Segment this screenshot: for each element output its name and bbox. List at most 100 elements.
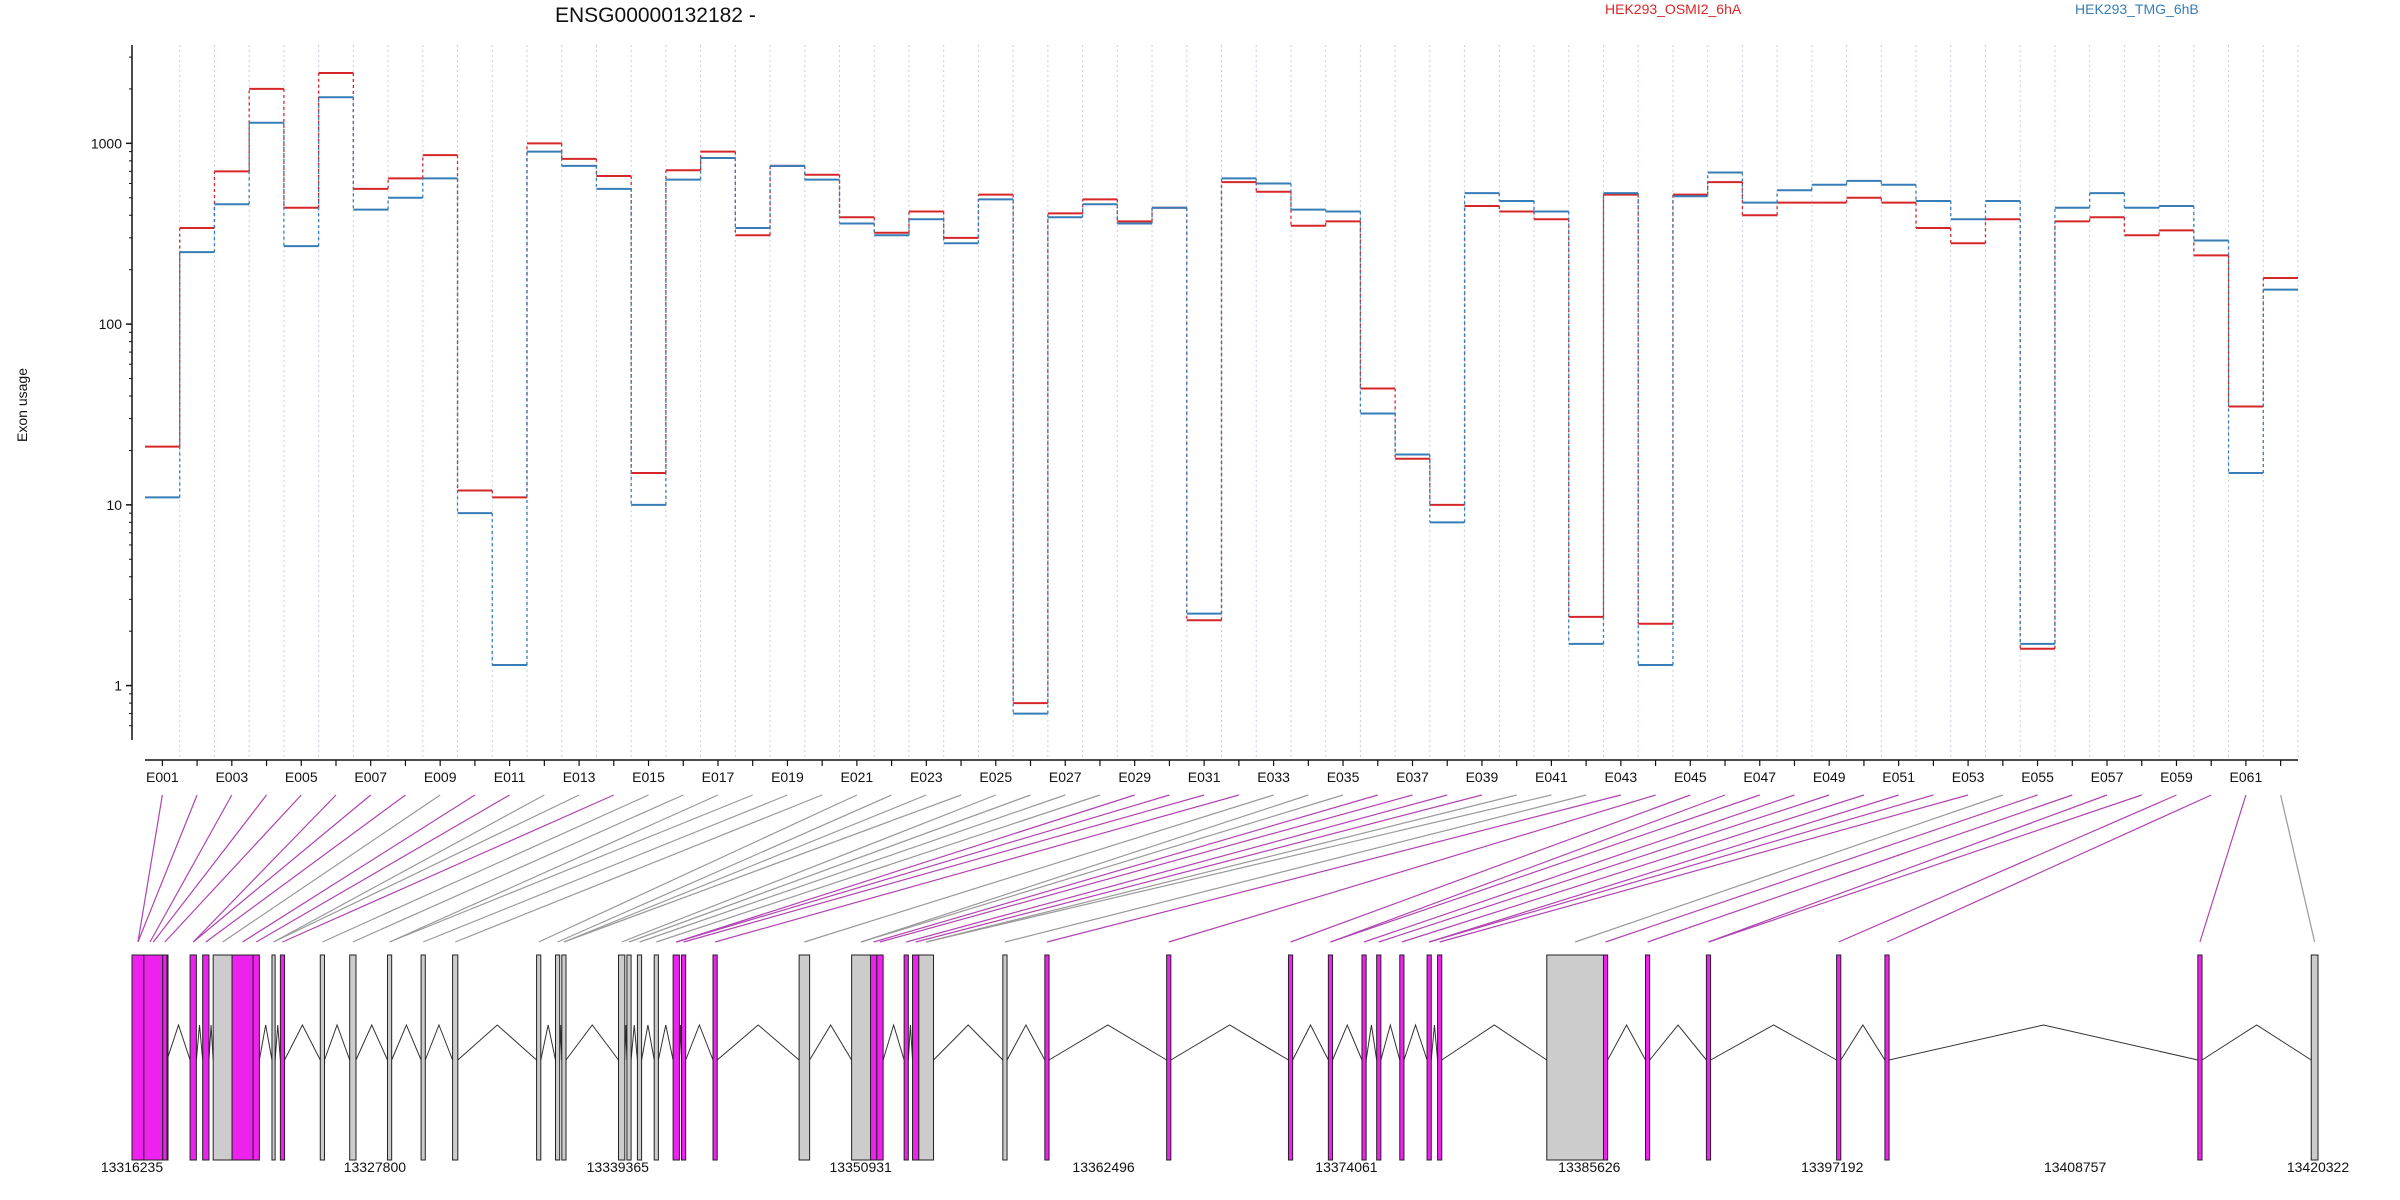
x-tick-label: E017 xyxy=(702,769,735,785)
exon-connector-line xyxy=(273,794,545,943)
tested-exon xyxy=(1327,954,1334,1161)
tested-exon xyxy=(903,954,909,1161)
tested-exon xyxy=(279,954,286,1161)
exon-connector-line xyxy=(137,794,163,943)
gene-model-frame xyxy=(132,955,2318,1160)
intron-line xyxy=(1430,1024,1439,1061)
coordinate-tick-label: 13397192 xyxy=(1801,1159,1864,1175)
exon-connector-line xyxy=(1330,794,1760,943)
untested-exon xyxy=(918,954,935,1161)
intron-line xyxy=(1441,1024,1548,1061)
exon-connector-line xyxy=(915,794,1483,943)
exon-connector-line xyxy=(926,794,1517,943)
tested-exon xyxy=(1884,954,1890,1161)
x-tick-label: E003 xyxy=(215,769,248,785)
intron-line xyxy=(716,1024,800,1061)
intron-line xyxy=(166,1023,191,1061)
exon-connector-line xyxy=(1428,794,1899,943)
gene-model xyxy=(131,954,2319,1161)
x-tick-label: E049 xyxy=(1813,769,1846,785)
exon-connector-line xyxy=(454,794,823,943)
intron-line xyxy=(882,1023,905,1061)
x-tick-label: E023 xyxy=(910,769,943,785)
intron-line xyxy=(274,1024,281,1061)
y-tick-label: 1 xyxy=(114,678,122,694)
exon-connector-line xyxy=(192,794,337,943)
intron-line xyxy=(457,1024,537,1061)
tested-exon xyxy=(1644,954,1651,1161)
x-tick-label: E031 xyxy=(1188,769,1221,785)
untested-exon xyxy=(452,954,459,1161)
x-tick-label: E019 xyxy=(771,769,804,785)
intron-line xyxy=(1170,1024,1289,1061)
exon-connector-line xyxy=(164,794,302,943)
legend-label-osmi2: HEK293_OSMI2_6hA xyxy=(1605,1,1742,17)
exon-connectors xyxy=(137,794,2316,943)
exon-connector-line xyxy=(1168,794,1656,943)
tested-exon xyxy=(1836,954,1842,1161)
intron-line xyxy=(424,1023,454,1061)
intron-line xyxy=(933,1024,1004,1061)
intron-line xyxy=(1607,1023,1646,1061)
intron-line xyxy=(657,1024,674,1061)
tested-exon xyxy=(712,954,718,1161)
exon-connector-line xyxy=(137,794,198,943)
exon-connector-line xyxy=(557,794,892,943)
exon-connector-line xyxy=(1838,794,2177,943)
intron-line xyxy=(907,1024,914,1061)
y-axis-label: Exon usage xyxy=(14,368,30,442)
intron-line xyxy=(809,1024,853,1061)
intron-line xyxy=(1006,1023,1046,1061)
exon-connector-line xyxy=(683,794,1205,943)
x-tick-label: E051 xyxy=(1882,769,1915,785)
tested-exon xyxy=(876,954,884,1161)
untested-exon xyxy=(420,954,426,1161)
exon-connector-line xyxy=(804,794,1274,943)
exon-connector-line xyxy=(322,794,649,943)
tested-exon xyxy=(1376,954,1382,1161)
exon-connector-line xyxy=(873,794,1378,943)
coordinate-tick-label: 13327800 xyxy=(344,1159,407,1175)
x-tick-label: E043 xyxy=(1604,769,1637,785)
exon-connector-line xyxy=(1290,794,1691,943)
exon-connector-line xyxy=(676,794,1135,943)
intron-line xyxy=(685,1023,714,1061)
x-tick-label: E025 xyxy=(979,769,1012,785)
exon-connector-line xyxy=(628,794,1031,943)
intron-line xyxy=(1710,1024,1837,1061)
chart-title: ENSG00000132182 - xyxy=(555,4,756,27)
exon-connector-line xyxy=(389,794,753,943)
exon-connector-line xyxy=(222,794,441,943)
x-tick-label: E035 xyxy=(1327,769,1360,785)
exon-connector-line xyxy=(1378,794,1830,943)
exon-connector-line xyxy=(563,794,962,943)
untested-exon xyxy=(618,954,626,1161)
tested-exon xyxy=(143,954,164,1161)
series-osmi2 xyxy=(145,71,2298,705)
y-tick-label: 1000 xyxy=(91,135,122,151)
x-tick-label: E039 xyxy=(1466,769,1499,785)
tested-exon xyxy=(1437,954,1443,1161)
x-tick-label: E053 xyxy=(1952,769,1985,785)
coordinate-tick-label: 13339365 xyxy=(587,1159,650,1175)
exon-connector-line xyxy=(1401,794,1865,943)
exon-connector-line xyxy=(149,794,233,943)
intron-line xyxy=(540,1024,556,1061)
exon-connector-line xyxy=(2199,794,2247,943)
exon-connector-line xyxy=(879,794,1413,943)
intron-line xyxy=(284,1023,321,1061)
exon-connector-line xyxy=(1886,794,2212,943)
coordinate-tick-label: 13385626 xyxy=(1558,1159,1621,1175)
exon-connector-line xyxy=(1004,794,1587,943)
intron-line xyxy=(1332,1023,1363,1061)
tested-exon xyxy=(162,954,168,1161)
exon-connector-line xyxy=(1046,794,1621,943)
tested-exon xyxy=(1287,954,1294,1161)
tested-exon xyxy=(1166,954,1172,1161)
x-tick-label: E047 xyxy=(1743,769,1776,785)
x-tick-label: E033 xyxy=(1257,769,1290,785)
coordinate-tick-label: 13408757 xyxy=(2044,1159,2107,1175)
exon-connector-line xyxy=(538,794,858,943)
x-tick-label: E061 xyxy=(2230,769,2263,785)
x-tick-label: E013 xyxy=(563,769,596,785)
